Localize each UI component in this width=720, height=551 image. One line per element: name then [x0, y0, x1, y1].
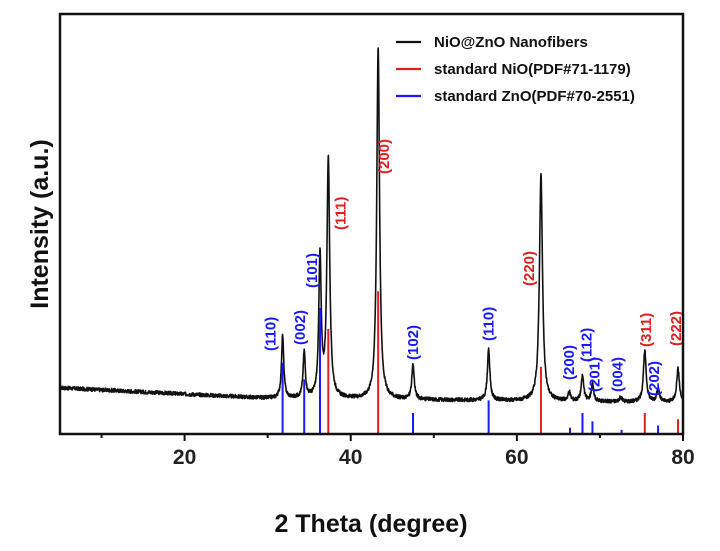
y-axis-label: Intensity (a.u.) — [26, 139, 54, 308]
peak-label-2-5: (200) — [561, 345, 578, 380]
peak-label-2-2: (101) — [304, 253, 321, 288]
peak-label-1-1: (200) — [376, 139, 393, 174]
peak-label-1-0: (111) — [332, 197, 349, 230]
peak-label-2-9: (202) — [646, 361, 663, 396]
legend-label-0: NiO@ZnO Nanofibers — [434, 34, 588, 51]
peak-label-2-6: (112) — [579, 328, 596, 362]
pattern-line — [59, 47, 684, 404]
x-axis-label: 2 Theta (degree) — [274, 510, 467, 538]
plot-frame — [58, 12, 685, 436]
legend-label-1: standard NiO(PDF#71-1179) — [434, 61, 631, 78]
x-tick-label-2: 60 — [505, 446, 528, 469]
x-tick-label-0: 20 — [173, 446, 196, 469]
peak-label-2-0: (110) — [263, 317, 280, 351]
axis-ticks: 20 40 60 80 — [100, 434, 695, 469]
plot-marks: (111) (200) (220) (311) (222) (110) (002) (101)… — [59, 47, 685, 434]
x-tick-label-3: 80 — [671, 446, 694, 469]
peak-label-2-7: (201) — [587, 357, 604, 392]
peak-label-2-1: (002) — [292, 310, 309, 345]
peak-label-2-8: (004) — [610, 357, 627, 392]
x-tick-label-1: 40 — [339, 446, 362, 469]
peak-label-1-2: (220) — [521, 251, 538, 286]
peak-label-1-4: (222) — [668, 311, 685, 346]
peak-label-2-3: (102) — [405, 325, 422, 360]
legend: NiO@ZnO Nanofibers standard NiO(PDF#71-11… — [396, 34, 635, 105]
peak-label-2-4: (110) — [481, 307, 498, 341]
peak-label-1-3: (311) — [638, 313, 655, 347]
legend-label-2: standard ZnO(PDF#70-2551) — [434, 88, 635, 105]
